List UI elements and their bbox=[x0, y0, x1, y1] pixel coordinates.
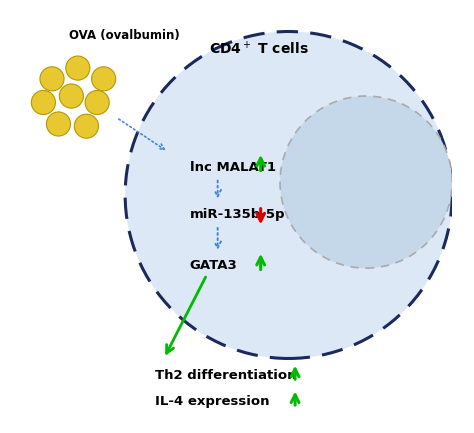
Circle shape bbox=[46, 112, 71, 136]
Circle shape bbox=[31, 90, 55, 115]
Circle shape bbox=[85, 90, 109, 115]
Text: lnc MALAT1: lnc MALAT1 bbox=[190, 161, 276, 174]
Text: IL-4 expression: IL-4 expression bbox=[155, 395, 270, 408]
Text: Th2 differentiation: Th2 differentiation bbox=[155, 369, 297, 382]
Text: GATA3: GATA3 bbox=[190, 259, 237, 272]
Text: OVA (ovalbumin): OVA (ovalbumin) bbox=[69, 29, 180, 42]
Circle shape bbox=[280, 96, 452, 268]
Circle shape bbox=[59, 84, 83, 108]
Circle shape bbox=[91, 67, 116, 91]
Text: CD4$^+$ T cells: CD4$^+$ T cells bbox=[209, 40, 309, 57]
Text: miR-135b-5p: miR-135b-5p bbox=[190, 208, 285, 221]
Circle shape bbox=[125, 32, 452, 359]
Circle shape bbox=[66, 56, 90, 80]
Circle shape bbox=[74, 114, 99, 138]
Circle shape bbox=[40, 67, 64, 91]
